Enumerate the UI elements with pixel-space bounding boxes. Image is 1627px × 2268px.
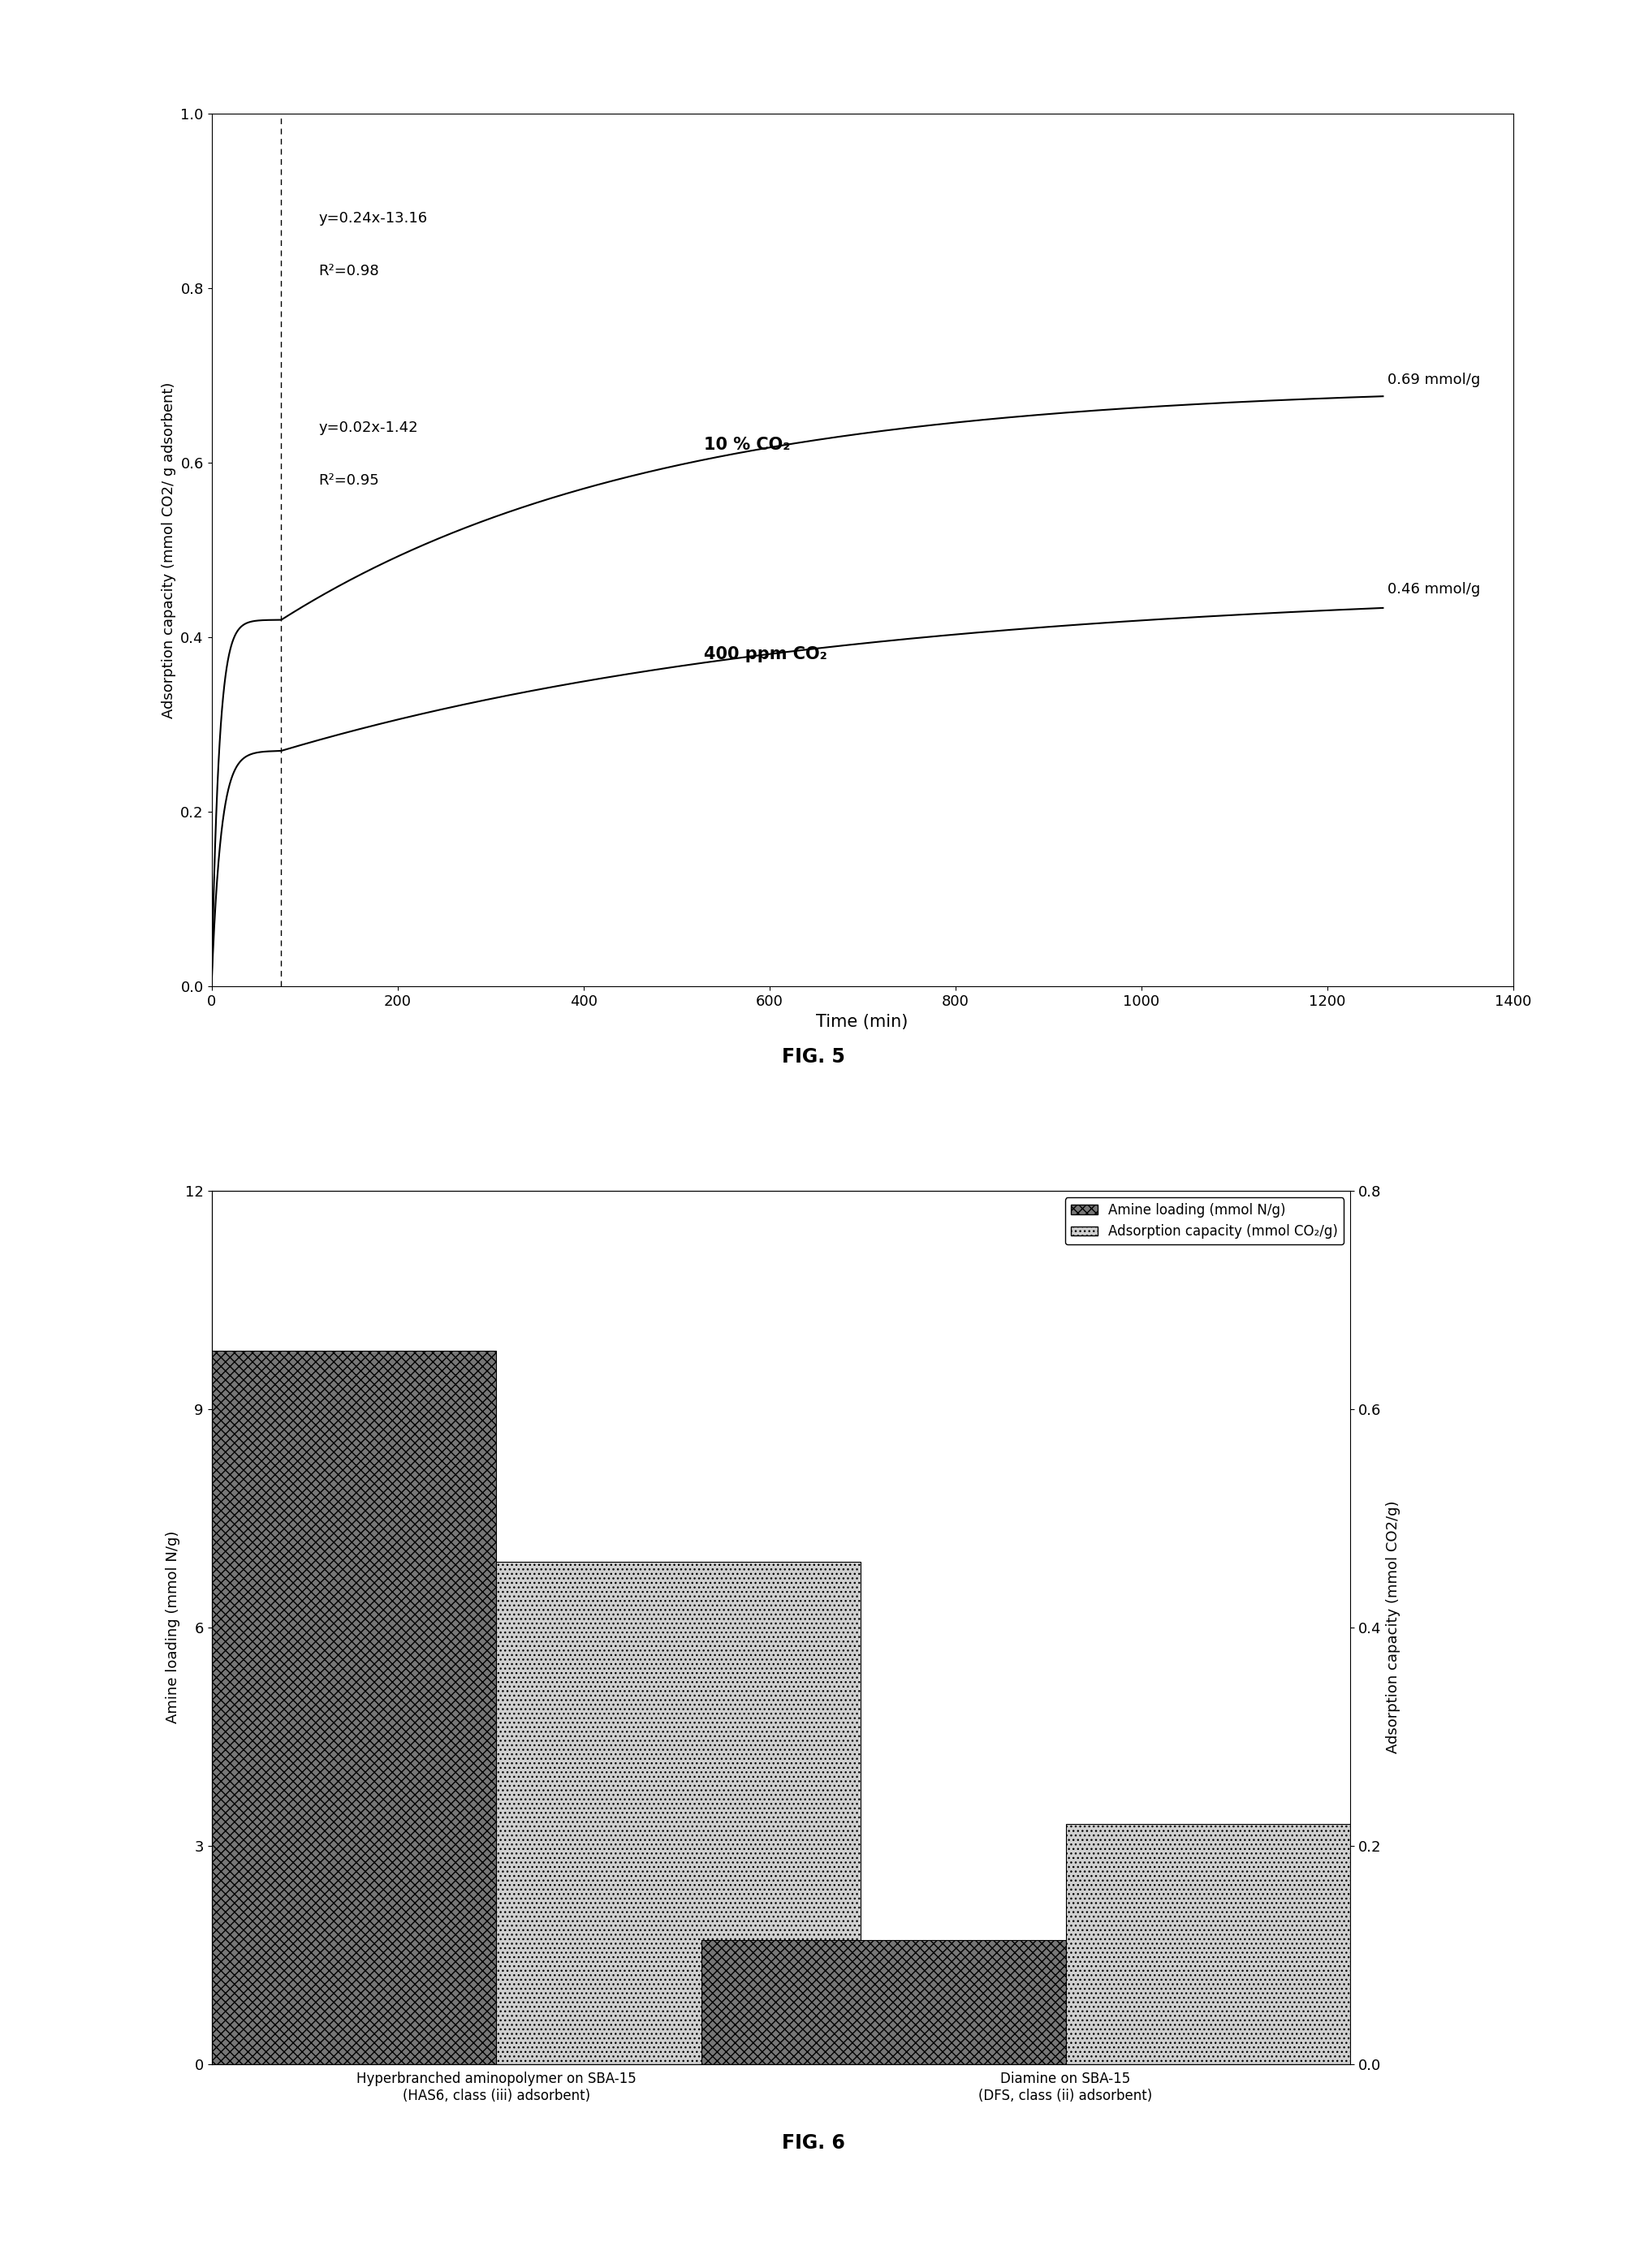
Text: FIG. 6: FIG. 6: [783, 2134, 844, 2152]
Text: y=0.24x-13.16: y=0.24x-13.16: [319, 211, 428, 227]
Bar: [1066, 1823, 1430, 2064]
Text: R²=0.98: R²=0.98: [319, 263, 379, 279]
Y-axis label: Adsorption capacity (mmol CO2/g): Adsorption capacity (mmol CO2/g): [1386, 1501, 1401, 1753]
Text: 0.69 mmol/g: 0.69 mmol/g: [1388, 372, 1481, 388]
X-axis label: Time (min): Time (min): [817, 1014, 908, 1030]
Text: 400 ppm CO₂: 400 ppm CO₂: [704, 646, 828, 662]
Y-axis label: Amine loading (mmol N/g): Amine loading (mmol N/g): [166, 1531, 181, 1724]
Legend: Amine loading (mmol N/g), Adsorption capacity (mmol CO₂/g): Amine loading (mmol N/g), Adsorption cap…: [1066, 1198, 1344, 1245]
Text: 0.46 mmol/g: 0.46 mmol/g: [1388, 583, 1481, 596]
Bar: [701, 1939, 1066, 2064]
Text: y=0.02x-1.42: y=0.02x-1.42: [319, 422, 418, 435]
Y-axis label: Adsorption capacity (mmol CO2/ g adsorbent): Adsorption capacity (mmol CO2/ g adsorbe…: [161, 381, 176, 719]
Text: FIG. 5: FIG. 5: [783, 1048, 844, 1066]
Bar: [496, 1563, 861, 2064]
Bar: [132, 1352, 496, 2064]
Text: R²=0.95: R²=0.95: [319, 474, 379, 488]
Text: 10 % CO₂: 10 % CO₂: [704, 435, 791, 454]
